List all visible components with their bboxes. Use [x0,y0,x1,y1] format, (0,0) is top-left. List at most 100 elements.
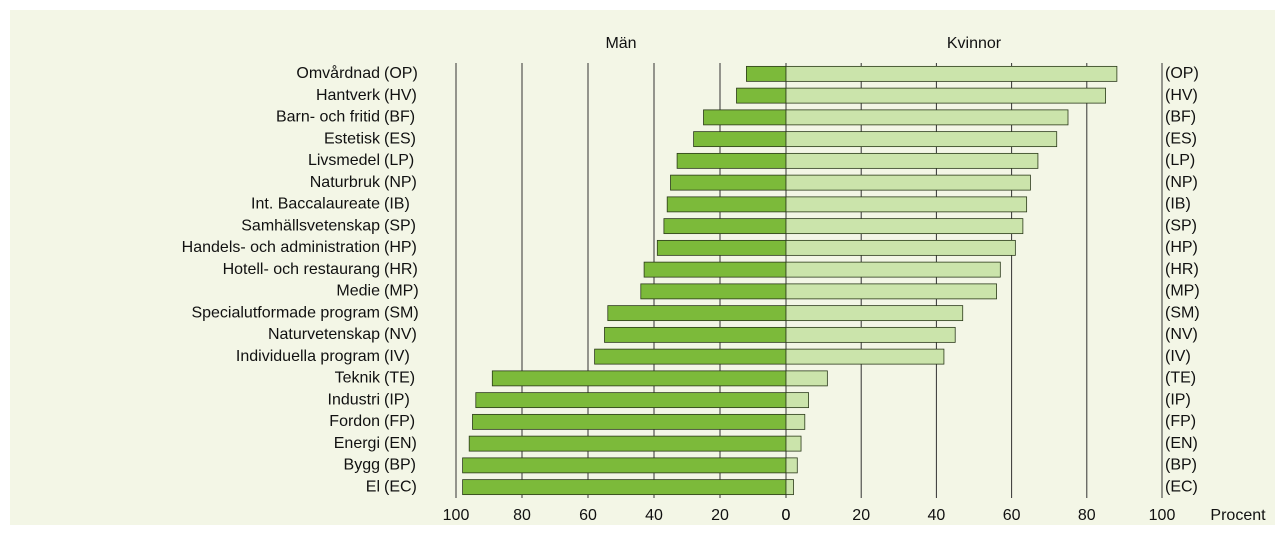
code-label: (IP) [384,391,410,408]
x-tick-label: 100 [1149,507,1176,524]
x-tick-label: 80 [513,507,531,524]
category-label: Hotell- och restaurang [223,261,380,278]
category-label: Omvårdnad [296,64,380,82]
category-label: Livsmedel [308,152,380,169]
bar [703,109,787,126]
x-tick-label: 20 [852,507,870,524]
x-tick-label: 20 [711,507,729,524]
bar [785,479,794,496]
bar [468,435,787,452]
category-label: Hantverk [316,87,381,104]
bar [491,370,787,387]
bar [785,435,802,452]
category-label: Estetisk [324,130,381,147]
x-tick-label: 100 [443,507,470,524]
code-label: (TE) [1165,370,1196,387]
bar [785,196,1028,213]
bar [785,370,828,387]
code-label: (IB) [1165,196,1191,213]
code-label: (NP) [1165,174,1198,191]
bar [475,392,787,409]
category-label: El [366,478,380,495]
bar [640,283,787,300]
category-label: Naturvetenskap [268,326,380,343]
bar [785,283,997,300]
category-label: Int. Baccalaureate [251,196,380,213]
category-label: Individuella program [236,348,380,365]
code-label: (IV) [384,348,410,365]
code-label: (NP) [384,174,417,191]
bar [462,479,787,496]
code-label: (EN) [1165,435,1198,452]
bar [785,218,1024,235]
bar [607,305,787,322]
code-label: (EC) [384,478,417,495]
bar [785,261,1001,278]
category-label: Bygg [344,457,380,474]
bar [643,261,787,278]
bar [785,457,798,474]
code-label: (IB) [384,196,410,213]
series-title: Kvinnor [947,35,1002,52]
bar [462,457,787,474]
code-label: (IV) [1165,348,1191,365]
bar [666,196,787,213]
bar [604,326,787,343]
bar [785,131,1058,148]
bar [785,109,1069,126]
category-label: Energi [334,435,380,452]
category-label: Medie [336,283,380,300]
code-label: (ES) [384,130,416,147]
code-label: (IP) [1165,391,1191,408]
code-label: (FP) [384,413,415,430]
bar [785,326,956,343]
code-label: (SM) [1165,304,1200,321]
code-label: (HR) [1165,261,1199,278]
category-label: Barn- och fritid [276,109,380,126]
code-label: (SM) [384,304,419,321]
code-label: (BF) [384,109,415,126]
category-label: Handels- och administration [182,239,380,256]
code-label: (HP) [1165,239,1198,256]
series-title: Män [605,35,636,52]
category-label: Specialutformade program [191,304,380,321]
code-label: (NV) [384,326,417,343]
bar [785,413,806,430]
x-axis-label: Procent [1210,507,1266,524]
code-label: (FP) [1165,413,1196,430]
category-label: Industri [328,391,380,408]
bar [472,413,787,430]
x-tick-label: 0 [782,507,791,524]
x-tick-label: 40 [928,507,946,524]
x-tick-label: 40 [645,507,663,524]
code-label: (MP) [1165,283,1200,300]
code-label: (TE) [384,370,415,387]
bar [676,152,787,169]
bar [736,87,787,104]
bar [785,87,1107,104]
bar [785,152,1039,169]
code-label: (OP) [1165,65,1199,82]
code-label: (BP) [1165,457,1197,474]
code-label: (OP) [384,65,418,82]
code-label: (EC) [1165,478,1198,495]
x-tick-label: 60 [579,507,597,524]
category-label: Naturbruk [310,174,381,191]
x-tick-label: 60 [1003,507,1021,524]
code-label: (LP) [1165,152,1195,169]
bar [785,239,1016,256]
bar [693,131,787,148]
code-label: (ES) [1165,130,1197,147]
x-tick-label: 80 [1078,507,1096,524]
code-label: (EN) [384,435,417,452]
bar [785,305,964,322]
code-label: (HV) [1165,87,1198,104]
code-label: (BF) [1165,109,1196,126]
bar [656,239,787,256]
code-label: (BP) [384,457,416,474]
bar [785,65,1118,82]
code-label: (NV) [1165,326,1198,343]
category-label: Fordon [329,413,380,430]
code-label: (MP) [384,283,419,300]
code-label: (HR) [384,261,418,278]
